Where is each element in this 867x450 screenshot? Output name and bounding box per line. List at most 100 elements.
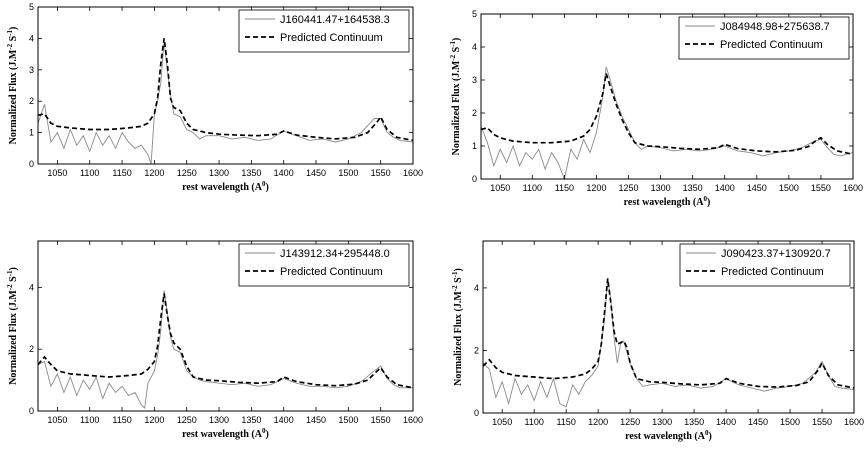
chart-panel-bottom-left: 1050 1100 1150 1200 1250 1300 1350 1400 1450 1500… (0, 225, 430, 450)
y-tick-label: 3 (472, 75, 477, 85)
y-tick-label: 1 (472, 141, 477, 151)
x-tick-label: 1500 (338, 168, 358, 178)
y-tick-label: 1 (29, 128, 34, 138)
y-tick-label: 0 (29, 159, 34, 169)
x-tick-label: 1600 (844, 417, 864, 427)
y-tick-label: 2 (29, 96, 34, 106)
spectrum-chart-bottom-left: 1050 1100 1150 1200 1250 1300 1350 1400 1450 1500… (6, 240, 423, 440)
legend-entry: J143912.34+295448.0 (280, 248, 390, 260)
spectrum-chart-bottom-right: 1050 1100 1150 1200 1250 1300 1350 1400 1450 1500… (451, 240, 864, 442)
observed-flux-line (37, 41, 414, 165)
x-tick-label: 1550 (812, 417, 832, 427)
x-tick-label: 1250 (619, 183, 639, 193)
x-tick-label: 1400 (274, 168, 294, 178)
x-tick-label: 1400 (715, 183, 735, 193)
legend: J160441.47+164538.3 Predicted Continuum (238, 9, 410, 53)
chart-panel-top-left: 1050 1100 1150 1200 1250 1300 1350 1400 1450 1500… (0, 0, 430, 225)
y-tick-label: 4 (29, 282, 34, 292)
x-tick-label: 1450 (306, 415, 326, 425)
legend-box (238, 9, 410, 53)
x-tick-label: 1500 (779, 183, 799, 193)
legend-entry: Predicted Continuum (721, 266, 824, 278)
legend: J084948.98+275638.7 Predicted Continuum (678, 16, 850, 60)
legend-entry: Predicted Continuum (280, 32, 383, 44)
x-tick-label: 1400 (274, 415, 294, 425)
x-tick-label: 1600 (843, 183, 863, 193)
x-tick-label: 1200 (144, 168, 164, 178)
x-tick-label: 1100 (524, 417, 543, 427)
x-tick-label: 1050 (47, 168, 67, 178)
y-tick-label: 4 (474, 283, 479, 293)
x-tick-label: 1350 (684, 417, 704, 427)
x-tick-label: 1150 (555, 183, 574, 193)
x-tick-label: 1300 (209, 415, 229, 425)
x-tick-label: 1250 (177, 168, 197, 178)
plot-frame (480, 13, 854, 180)
y-axis-label: Normalized Flux (J.M-2 S-1) (6, 27, 19, 145)
plot-frame (37, 240, 414, 412)
predicted-continuum-line (37, 38, 414, 142)
x-tick-label: 1600 (403, 168, 423, 178)
y-tick-label: 0 (472, 174, 477, 184)
observed-flux-line (480, 66, 854, 181)
x-tick-label: 1350 (241, 415, 261, 425)
y-tick-label: 5 (472, 9, 477, 19)
x-tick-label: 1300 (209, 168, 229, 178)
x-tick-label: 1500 (338, 415, 358, 425)
x-axis-label: rest wavelength (A0) (625, 429, 712, 442)
y-tick-label: 3 (29, 65, 34, 75)
y-tick-label: 4 (472, 42, 477, 52)
spectrum-chart-top-right: 1050 1100 1150 1200 1250 1300 1350 1400 1450 1500… (449, 9, 863, 208)
x-tick-label: 1100 (523, 183, 542, 193)
observed-flux-line (37, 290, 413, 409)
legend-entry: J090423.37+130920.7 (721, 248, 831, 260)
chart-panel-bottom-right: 1050 1100 1150 1200 1250 1300 1350 1400 1450 1500… (437, 225, 867, 450)
x-tick-label: 1550 (371, 168, 391, 178)
predicted-continuum-line (482, 278, 855, 389)
x-tick-label: 1250 (177, 415, 197, 425)
x-tick-label: 1150 (112, 168, 131, 178)
x-tick-label: 1500 (780, 417, 800, 427)
x-tick-label: 1350 (241, 168, 261, 178)
x-axis-label: rest wavelength (A0) (182, 427, 269, 440)
x-tick-label: 1200 (144, 415, 164, 425)
x-tick-label: 1050 (490, 183, 510, 193)
x-tick-label: 1450 (306, 168, 326, 178)
x-tick-label: 1150 (112, 415, 131, 425)
y-axis-label: Normalized Flux (J.M-2 S-1) (449, 38, 462, 156)
legend-box (678, 16, 850, 60)
x-tick-label: 1200 (586, 183, 606, 193)
x-tick-label: 1550 (371, 415, 391, 425)
predicted-continuum-line (37, 293, 414, 389)
x-tick-label: 1100 (80, 415, 99, 425)
y-tick-label: 2 (29, 344, 34, 354)
legend-entry: J084948.98+275638.7 (720, 21, 830, 33)
y-tick-label: 5 (29, 2, 34, 12)
legend-entry: Predicted Continuum (280, 266, 383, 278)
legend: J143912.34+295448.0 Predicted Continuum (238, 243, 410, 287)
x-tick-label: 1450 (747, 183, 767, 193)
y-tick-label: 2 (474, 345, 479, 355)
x-tick-label: 1250 (620, 417, 640, 427)
legend-box (679, 243, 851, 287)
chart-panel-top-right: 1050 1100 1150 1200 1250 1300 1350 1400 1450 1500… (437, 0, 867, 225)
x-tick-label: 1600 (403, 415, 423, 425)
x-tick-label: 1050 (492, 417, 512, 427)
predicted-continuum-line (480, 73, 854, 156)
x-tick-label: 1200 (588, 417, 608, 427)
y-axis-label: Normalized Flux (J.M-2 S-1) (6, 267, 19, 385)
y-tick-label: 4 (29, 33, 34, 43)
x-tick-label: 1450 (748, 417, 768, 427)
x-tick-label: 1350 (683, 183, 703, 193)
x-tick-label: 1050 (47, 415, 67, 425)
observed-flux-line (482, 278, 855, 408)
y-tick-label: 2 (472, 108, 477, 118)
x-tick-label: 1150 (556, 417, 575, 427)
x-tick-label: 1400 (716, 417, 736, 427)
x-tick-label: 1550 (811, 183, 831, 193)
x-tick-label: 1300 (651, 183, 671, 193)
x-tick-label: 1300 (652, 417, 672, 427)
y-tick-label: 0 (474, 408, 479, 418)
legend-box (238, 243, 410, 287)
spectrum-chart-top-left: 1050 1100 1150 1200 1250 1300 1350 1400 1450 1500… (6, 2, 423, 193)
